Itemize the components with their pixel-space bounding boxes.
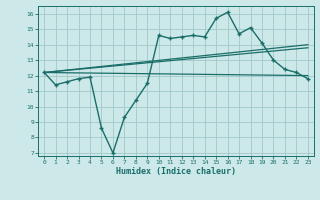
X-axis label: Humidex (Indice chaleur): Humidex (Indice chaleur) [116,167,236,176]
